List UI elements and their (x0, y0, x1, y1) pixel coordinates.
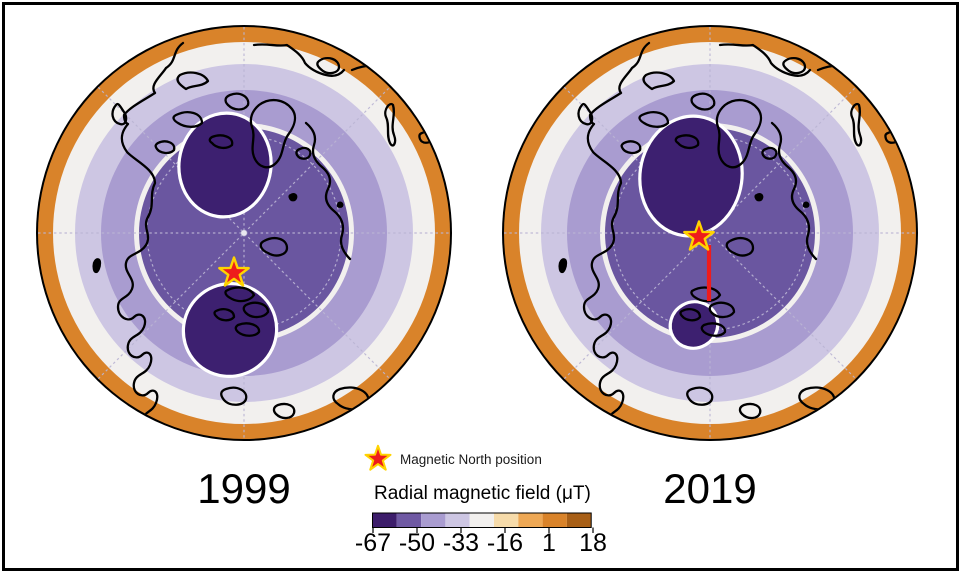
svg-text:-50: -50 (399, 529, 435, 557)
svg-text:-33: -33 (443, 529, 479, 557)
svg-text:Radial magnetic field (μT): Radial magnetic field (μT) (374, 483, 591, 504)
svg-text:Magnetic North position: Magnetic North position (400, 452, 542, 467)
svg-text:2019: 2019 (663, 465, 756, 512)
svg-text:-67: -67 (355, 529, 391, 557)
svg-text:1: 1 (542, 529, 556, 557)
svg-text:18: 18 (579, 529, 607, 557)
svg-text:-16: -16 (487, 529, 523, 557)
svg-text:1999: 1999 (197, 465, 290, 512)
